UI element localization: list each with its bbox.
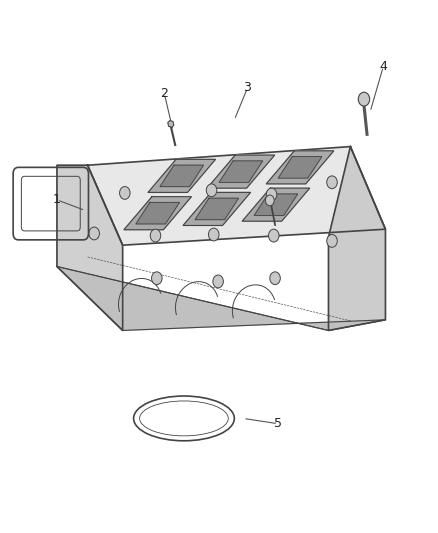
Circle shape <box>270 272 280 285</box>
Text: 2: 2 <box>160 87 168 100</box>
Circle shape <box>206 184 217 197</box>
Circle shape <box>208 228 219 241</box>
Circle shape <box>327 235 337 247</box>
Polygon shape <box>219 161 263 182</box>
Polygon shape <box>57 266 385 330</box>
Polygon shape <box>124 197 191 230</box>
Polygon shape <box>328 147 385 330</box>
Text: 3: 3 <box>244 82 251 94</box>
Polygon shape <box>278 157 322 178</box>
Circle shape <box>89 227 99 240</box>
Polygon shape <box>136 203 180 224</box>
Circle shape <box>265 195 274 206</box>
Circle shape <box>327 176 337 189</box>
Polygon shape <box>148 159 215 192</box>
Polygon shape <box>266 151 334 184</box>
Polygon shape <box>242 188 310 221</box>
Polygon shape <box>183 192 251 225</box>
Circle shape <box>213 275 223 288</box>
Text: 4: 4 <box>379 60 387 73</box>
Polygon shape <box>168 120 174 127</box>
Polygon shape <box>160 165 204 187</box>
Circle shape <box>152 272 162 285</box>
Text: 5: 5 <box>274 417 282 430</box>
Text: 1: 1 <box>53 193 61 206</box>
Polygon shape <box>57 165 123 330</box>
Circle shape <box>120 187 130 199</box>
Polygon shape <box>88 147 385 245</box>
Circle shape <box>268 229 279 242</box>
Polygon shape <box>195 198 239 220</box>
Circle shape <box>266 188 277 201</box>
Circle shape <box>150 229 161 242</box>
Polygon shape <box>254 194 298 215</box>
Polygon shape <box>207 155 275 188</box>
Circle shape <box>358 92 370 106</box>
